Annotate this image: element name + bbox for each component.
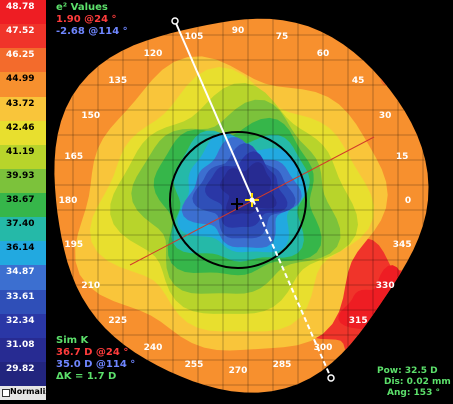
scale-swatch — [0, 72, 46, 97]
scale-label: 39.93 — [6, 170, 35, 181]
angle-label: 300 — [314, 343, 333, 353]
center-cross-icon — [231, 198, 243, 210]
color-scale-bar: 48.78 47.52 46.25 44.99 43.72 42.46 41.19 39.93… — [0, 0, 46, 387]
scale-label: 47.52 — [6, 26, 35, 37]
normalized-label: Normalized — [10, 387, 62, 396]
angle-label: 330 — [376, 281, 395, 291]
pupil-circle — [169, 131, 307, 269]
scale-label: 48.78 — [6, 2, 35, 12]
angle-label: 315 — [349, 316, 368, 326]
scale-label: 31.08 — [6, 339, 35, 350]
topography-bands — [54, 18, 429, 393]
scale-swatch — [0, 168, 46, 194]
scale-swatch — [0, 313, 46, 339]
angle-label: 90 — [232, 26, 245, 36]
scale-swatch — [0, 241, 46, 266]
measure-end-handle — [327, 374, 335, 382]
angle-label: 30 — [379, 111, 392, 121]
scale-label: 29.82 — [6, 363, 35, 374]
apex-marker-icon — [245, 193, 259, 207]
readout-power: Pow: 32.5 D — [377, 366, 438, 376]
scale-label: 41.19 — [6, 146, 35, 157]
readout-angle: Ang: 153 ° — [387, 388, 440, 398]
readout-distance: Dis: 0.02 mm — [384, 377, 451, 387]
e-values-title: e² Values — [56, 2, 108, 13]
sim-k-flat: 35.0 D @114 ° — [56, 359, 136, 370]
angle-label: 0 — [405, 196, 411, 206]
scale-swatch — [0, 0, 46, 25]
sim-k-title: Sim K — [56, 335, 89, 346]
scale-swatch — [0, 24, 46, 49]
scale-label: 33.61 — [6, 291, 35, 302]
angle-label: 165 — [64, 152, 83, 162]
angle-label: 135 — [108, 76, 127, 86]
topography-svg: 9075604530150345330315300285270255240225… — [46, 0, 453, 400]
scale-label: 38.67 — [6, 195, 35, 205]
angle-label: 225 — [108, 316, 127, 326]
e-value-flat: -2.68 @114 ° — [56, 26, 128, 37]
angle-label: 270 — [229, 366, 248, 376]
scale-label: 34.87 — [6, 267, 35, 278]
angle-label: 195 — [64, 240, 83, 250]
measure-start-handle — [171, 17, 179, 25]
scale-swatch — [0, 120, 46, 146]
angle-label: 210 — [81, 281, 100, 291]
scale-label: 37.40 — [6, 219, 35, 230]
measure-line-solid — [174, 20, 254, 201]
angle-label: 345 — [393, 240, 412, 250]
scale-swatch — [0, 193, 46, 218]
angle-labels: 9075604530150345330315300285270255240225… — [59, 26, 412, 376]
sim-k-delta: ΔK = 1.7 D — [56, 371, 117, 382]
scale-swatch — [0, 96, 46, 122]
scale-swatch — [0, 144, 46, 170]
angle-label: 105 — [185, 32, 204, 42]
scale-swatch — [0, 337, 46, 363]
angle-label: 255 — [185, 360, 204, 370]
angle-label: 75 — [276, 32, 289, 42]
scale-label: 32.34 — [6, 315, 35, 326]
scale-label: 43.72 — [6, 98, 35, 109]
angle-label: 15 — [396, 152, 409, 162]
angle-label: 60 — [317, 49, 330, 59]
normalized-toggle[interactable]: Normalized — [0, 386, 61, 400]
measure-line-dashed — [252, 199, 332, 379]
scale-swatch — [0, 361, 46, 387]
normalized-checkbox-icon[interactable] — [2, 389, 10, 397]
scale-swatch — [0, 265, 46, 290]
scale-swatch — [0, 48, 46, 73]
scale-label: 36.14 — [6, 243, 35, 254]
scale-label: 46.25 — [6, 50, 35, 61]
scale-swatch — [0, 217, 46, 242]
angle-label: 150 — [81, 111, 100, 121]
e-value-steep: 1.90 @24 ° — [56, 14, 117, 25]
angle-label: 180 — [59, 196, 78, 206]
sim-k-steep: 36.7 D @24 ° — [56, 347, 129, 358]
scale-label: 44.99 — [6, 74, 35, 85]
angle-label: 45 — [352, 76, 365, 86]
angle-label: 120 — [144, 49, 163, 59]
scale-swatch — [0, 289, 46, 315]
scale-label: 42.46 — [6, 122, 35, 133]
angle-label: 240 — [144, 343, 163, 353]
corneal-topography-map[interactable]: 90 75 60 45 30 15 0 345 330 315 300 285 270 255 240 225… — [46, 0, 453, 400]
angle-label: 285 — [273, 360, 292, 370]
